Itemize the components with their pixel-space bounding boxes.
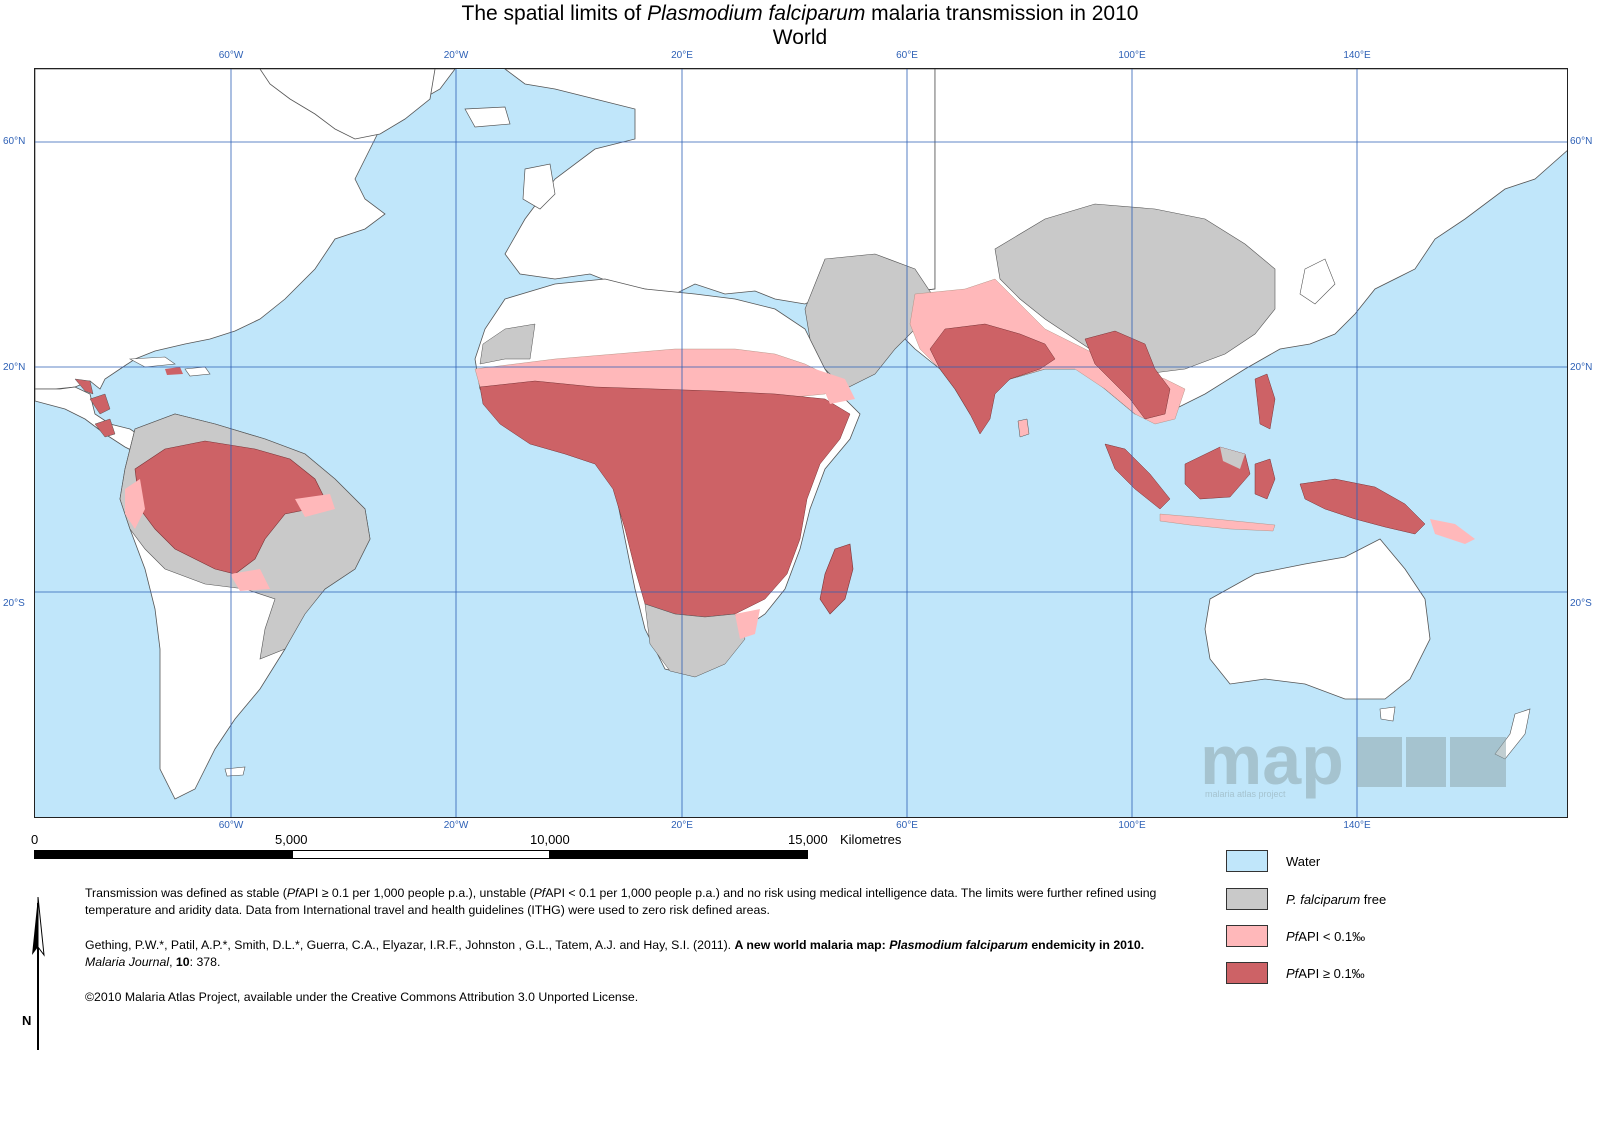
lon-label-bottom: 140°E (1343, 820, 1371, 831)
scale-tick-label: 0 (31, 832, 39, 847)
graticule (35, 69, 1567, 817)
falklands (224, 766, 246, 777)
scale-tick-label: 10,000 (530, 832, 570, 847)
china-free (994, 203, 1276, 375)
legend-swatch (1226, 962, 1268, 984)
sulawesi-stable (1254, 458, 1276, 500)
world-map[interactable]: map malaria atlas project (34, 68, 1568, 818)
legend-label: PfAPI < 0.1‰ (1286, 929, 1366, 944)
africa-free-north (479, 323, 536, 365)
north-america-land (35, 69, 456, 390)
legend-label: P. falciparum free (1286, 892, 1387, 907)
central-america-stable (74, 378, 116, 438)
madagascar-stable (819, 543, 854, 615)
iceland (464, 106, 511, 128)
southeast-asia-stable (1084, 330, 1171, 420)
india-stable (929, 323, 1056, 435)
scale-tick-label: 15,000 (788, 832, 828, 847)
lon-label-top: 20°E (671, 50, 693, 61)
africa-unstable-south (735, 609, 760, 639)
legend-item-free: P. falciparum free (1226, 888, 1556, 912)
borneo-free (1220, 447, 1245, 469)
svg-text:N: N (22, 1013, 31, 1028)
legend-swatch (1226, 850, 1268, 872)
lon-label-top: 20°W (443, 50, 469, 61)
south-america-stable (134, 440, 326, 575)
hispaniola-stable (165, 367, 183, 375)
lon-label-top: 60°E (896, 50, 918, 61)
uk-ireland (522, 163, 556, 210)
lon-label-bottom: 20°W (443, 820, 469, 831)
lon-label-bottom: 60°E (896, 820, 918, 831)
legend-label: PfAPI ≥ 0.1‰ (1286, 966, 1365, 981)
scale-unit: Kilometres (840, 832, 902, 847)
citation: Gething, P.W.*, Patil, A.P.*, Smith, D.L… (85, 938, 1145, 969)
middle-east-free (804, 253, 936, 390)
melanesia-unstable (1430, 519, 1475, 544)
japan (1299, 258, 1336, 305)
map-canvas: map malaria atlas project (35, 69, 1567, 817)
lat-label-left: 60°N (3, 136, 26, 147)
legend-item-water: Water (1226, 850, 1556, 874)
australia (1204, 538, 1431, 700)
lon-label-bottom: 100°E (1118, 820, 1146, 831)
notes: Transmission was defined as stable (PfAP… (85, 885, 1165, 1024)
caribbean-islands (128, 356, 211, 377)
logo-text: map (1200, 721, 1344, 799)
scale-tick-label: 5,000 (275, 832, 308, 847)
philippines-stable (1254, 373, 1276, 430)
tasmania (1379, 706, 1396, 722)
lon-label-top: 140°E (1343, 50, 1371, 61)
lon-label-bottom: 20°E (671, 820, 693, 831)
greenland (259, 69, 436, 140)
legend-label: Water (1286, 854, 1321, 869)
java-unstable (1159, 513, 1276, 532)
lon-label-top: 60°W (218, 50, 244, 61)
sri-lanka (1017, 418, 1030, 438)
africa-stable (479, 380, 851, 618)
logo-subtitle: malaria atlas project (1205, 789, 1286, 799)
africa-free-south (644, 603, 746, 678)
lon-label-bottom: 60°W (218, 820, 244, 831)
map-subtitle: World (772, 26, 828, 49)
lat-label-right: 20°N (1570, 362, 1593, 373)
middle-east-unstable (815, 369, 855, 404)
legend-item-unstable: PfAPI < 0.1‰ (1226, 925, 1556, 949)
scale-bar (34, 850, 808, 859)
methods-note: Transmission was defined as stable (PfAP… (85, 886, 1157, 917)
new-guinea-stable (1299, 478, 1426, 535)
legend-item-stable: PfAPI ≥ 0.1‰ (1226, 962, 1556, 986)
legend-swatch (1226, 925, 1268, 947)
legend-swatch (1226, 888, 1268, 910)
map-logo: map malaria atlas project (1200, 721, 1506, 799)
lat-label-right: 60°N (1570, 136, 1593, 147)
sumatra-stable (1104, 443, 1171, 510)
lat-label-left: 20°S (3, 598, 25, 609)
lat-label-right: 20°S (1570, 598, 1592, 609)
copyright: ©2010 Malaria Atlas Project, available u… (85, 990, 639, 1004)
map-title: The spatial limits of Plasmodium falcipa… (461, 2, 1139, 49)
lon-label-top: 100°E (1118, 50, 1146, 61)
lat-label-left: 20°N (3, 362, 26, 373)
north-arrow-icon: N (22, 896, 45, 1050)
